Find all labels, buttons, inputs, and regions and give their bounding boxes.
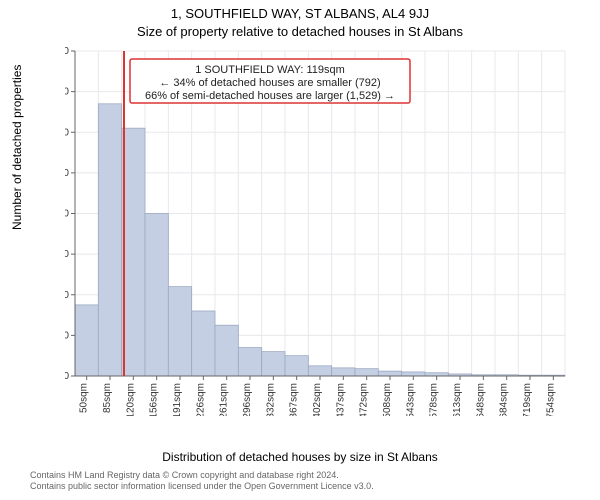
svg-text:296sqm: 296sqm (242, 383, 253, 416)
footer-line1: Contains HM Land Registry data © Crown c… (30, 470, 374, 481)
footer-line2: Contains public sector information licen… (30, 481, 374, 492)
svg-text:800: 800 (65, 46, 69, 57)
histogram-chart: 0 100 200 300 400 500 600 700 800 50sqm 85sqm 120sq… (65, 46, 575, 416)
svg-text:191sqm: 191sqm (172, 383, 183, 416)
svg-text:508sqm: 508sqm (382, 383, 393, 416)
svg-text:200: 200 (65, 290, 69, 301)
svg-text:437sqm: 437sqm (335, 383, 346, 416)
svg-text:226sqm: 226sqm (195, 383, 206, 416)
svg-text:719sqm: 719sqm (522, 383, 533, 416)
svg-text:50sqm: 50sqm (79, 383, 90, 413)
svg-text:578sqm: 578sqm (429, 383, 440, 416)
footer-attribution: Contains HM Land Registry data © Crown c… (30, 470, 374, 492)
svg-text:402sqm: 402sqm (312, 383, 323, 416)
page-subtitle: Size of property relative to detached ho… (0, 21, 600, 39)
svg-text:1 SOUTHFIELD WAY: 119sqm: 1 SOUTHFIELD WAY: 119sqm (195, 64, 345, 76)
svg-text:261sqm: 261sqm (219, 383, 230, 416)
svg-text:648sqm: 648sqm (475, 383, 486, 416)
svg-text:600: 600 (65, 127, 69, 138)
svg-text:472sqm: 472sqm (359, 383, 370, 416)
y-axis-label: Number of detached properties (10, 65, 24, 230)
svg-text:0: 0 (65, 371, 69, 382)
svg-text:400: 400 (65, 209, 69, 220)
svg-text:543sqm: 543sqm (405, 383, 416, 416)
page-title: 1, SOUTHFIELD WAY, ST ALBANS, AL4 9JJ (0, 0, 600, 21)
svg-text:100: 100 (65, 330, 69, 341)
svg-text:120sqm: 120sqm (125, 383, 136, 416)
svg-text:684sqm: 684sqm (499, 383, 510, 416)
svg-text:613sqm: 613sqm (452, 383, 463, 416)
svg-text:85sqm: 85sqm (102, 383, 113, 413)
svg-text:700: 700 (65, 87, 69, 98)
svg-text:156sqm: 156sqm (149, 383, 160, 416)
svg-text:332sqm: 332sqm (265, 383, 276, 416)
svg-text:← 34% of detached houses are s: ← 34% of detached houses are smaller (79… (159, 77, 380, 89)
svg-text:300: 300 (65, 249, 69, 260)
svg-text:66% of semi-detached houses ar: 66% of semi-detached houses are larger (… (145, 90, 395, 102)
chart-svg: 0 100 200 300 400 500 600 700 800 50sqm 85sqm 120sq… (65, 46, 575, 416)
svg-text:754sqm: 754sqm (545, 383, 556, 416)
x-axis-label: Distribution of detached houses by size … (0, 450, 600, 464)
svg-text:500: 500 (65, 168, 69, 179)
svg-text:367sqm: 367sqm (289, 383, 300, 416)
